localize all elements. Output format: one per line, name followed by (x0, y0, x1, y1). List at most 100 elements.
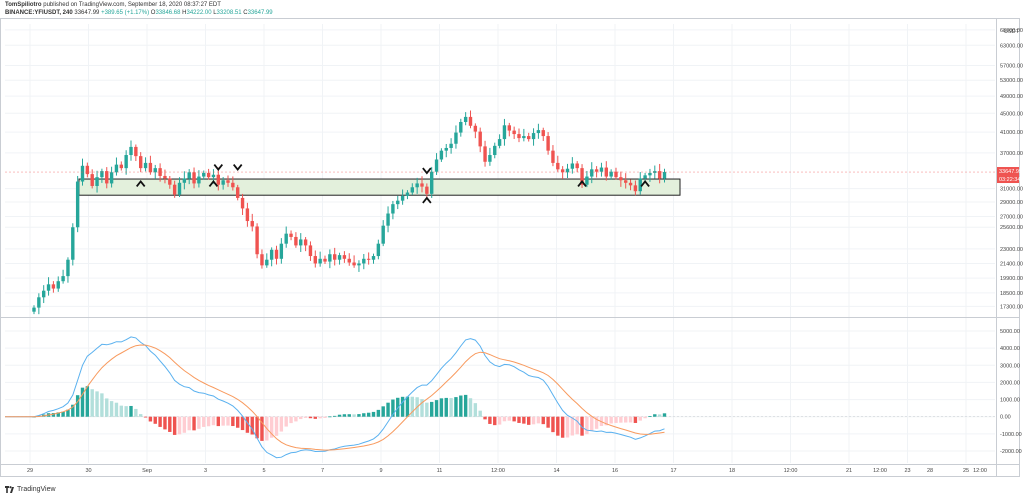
macd-scale-label: 2000.00 (1000, 380, 1020, 386)
macd-histogram-bar (463, 394, 468, 417)
chart-frame (0, 18, 1020, 477)
candle-body (303, 239, 308, 246)
candle-body (32, 307, 36, 312)
candle-body (148, 162, 153, 173)
candle-body (192, 172, 196, 184)
price-scale-label: 29000.00 (1000, 200, 1023, 206)
time-axis-label: 5 (262, 468, 265, 474)
candle-body (231, 182, 235, 188)
time-axis-label: 12:00 (491, 468, 505, 474)
macd-histogram-bar (95, 391, 99, 417)
candle-body (71, 227, 75, 260)
candle-body (284, 233, 288, 244)
candle-body (633, 185, 638, 192)
up-chevron-icon (422, 196, 432, 204)
author-name[interactable]: TomSpiliotro (5, 2, 42, 8)
macd-histogram-bar (342, 414, 347, 417)
macd-histogram-bar (614, 416, 618, 423)
macd-histogram-bar (473, 403, 478, 417)
candle-body (139, 156, 143, 169)
macd-histogram-bar (236, 416, 240, 428)
candle-body (619, 177, 623, 181)
macd-histogram-bar (575, 416, 579, 435)
candle-body (294, 236, 298, 246)
candle-body (206, 172, 211, 178)
macd-histogram-bar (163, 416, 167, 430)
candle-body (439, 150, 444, 160)
last-price-tag-label: 33647.99 (999, 169, 1022, 175)
candle-body (119, 164, 123, 169)
time-axis-label: Sep (142, 468, 152, 474)
candle-body (609, 171, 613, 177)
candle-body (260, 254, 264, 266)
candle-body (352, 262, 356, 266)
macd-histogram-bar (192, 416, 196, 431)
candle-body (434, 159, 439, 172)
macd-histogram-bar (119, 405, 123, 417)
time-axis-label: 12:00 (973, 468, 987, 474)
price-scale-label: 63000.00 (1000, 43, 1023, 49)
macd-histogram-bar (328, 416, 332, 418)
macd-scale-label: 3000.00 (1000, 363, 1020, 369)
macd-histogram-bar (522, 416, 526, 424)
time-axis-label: 9 (379, 468, 382, 474)
macd-histogram-bar (124, 406, 128, 417)
macd-histogram-bar (425, 402, 429, 417)
macd-histogram-bar (90, 389, 94, 417)
macd-histogram-bar (71, 404, 75, 417)
macd-histogram-bar (551, 416, 555, 433)
time-axis-label: 3 (204, 468, 207, 474)
macd-histogram-bar (604, 416, 608, 426)
candle-body (483, 146, 487, 162)
up-chevron-icon (208, 179, 219, 187)
candle-body (565, 168, 570, 173)
candle-body (488, 155, 492, 162)
macd-scale-label: -1000.00 (1000, 432, 1022, 438)
macd-histogram-bar (289, 416, 293, 424)
macd-histogram-bar (609, 416, 613, 424)
time-axis-label: 16 (612, 468, 618, 474)
candle-body (405, 192, 410, 196)
candle-body (594, 169, 599, 172)
macd-histogram-bar (527, 416, 531, 425)
time-axis-label: 29 (27, 468, 33, 474)
price-scale-label: 19900.00 (1000, 276, 1023, 282)
candle-body (328, 254, 332, 262)
time-axis-label: 12:00 (784, 468, 798, 474)
candle-body (211, 174, 216, 178)
time-axis-label: 17 (670, 468, 676, 474)
candle-body (279, 243, 284, 259)
price-scale-label: 23000.00 (1000, 247, 1023, 253)
candle-body (347, 258, 351, 263)
candle-body (468, 116, 473, 126)
macd-histogram-bar (352, 414, 356, 417)
candle-body (551, 150, 555, 163)
candle-body (337, 255, 342, 260)
macd-histogram-bar (274, 416, 279, 436)
macd-histogram-bar (245, 416, 250, 433)
countdown-tag (997, 175, 1019, 184)
macd-histogram-bar (454, 397, 458, 417)
macd-histogram-bar (517, 416, 521, 423)
candle-body (342, 255, 347, 259)
macd-histogram-bar (459, 395, 463, 417)
macd-scale-label: 4000.00 (1000, 346, 1020, 352)
macd-histogram-bar (590, 416, 594, 432)
macd-histogram-bar (381, 406, 385, 417)
candle-body (66, 259, 70, 277)
macd-histogram-bar (536, 416, 541, 424)
macd-histogram-bar (231, 416, 235, 427)
macd-histogram-bar (85, 386, 90, 417)
up-chevron-icon (577, 179, 587, 187)
brand-name[interactable]: TradingView (17, 485, 56, 493)
macd-scale-label: 0.00 (1000, 415, 1011, 421)
candle-body (463, 116, 468, 122)
symbol-label[interactable]: BINANCE:YFIUSDT, 240 (5, 10, 73, 16)
candle-body (177, 182, 182, 195)
candle-body (546, 136, 550, 151)
macd-histogram-bar (105, 398, 109, 417)
macd-histogram-bar (478, 410, 482, 417)
macd-histogram-bar (318, 416, 322, 419)
candle-body (415, 183, 419, 188)
